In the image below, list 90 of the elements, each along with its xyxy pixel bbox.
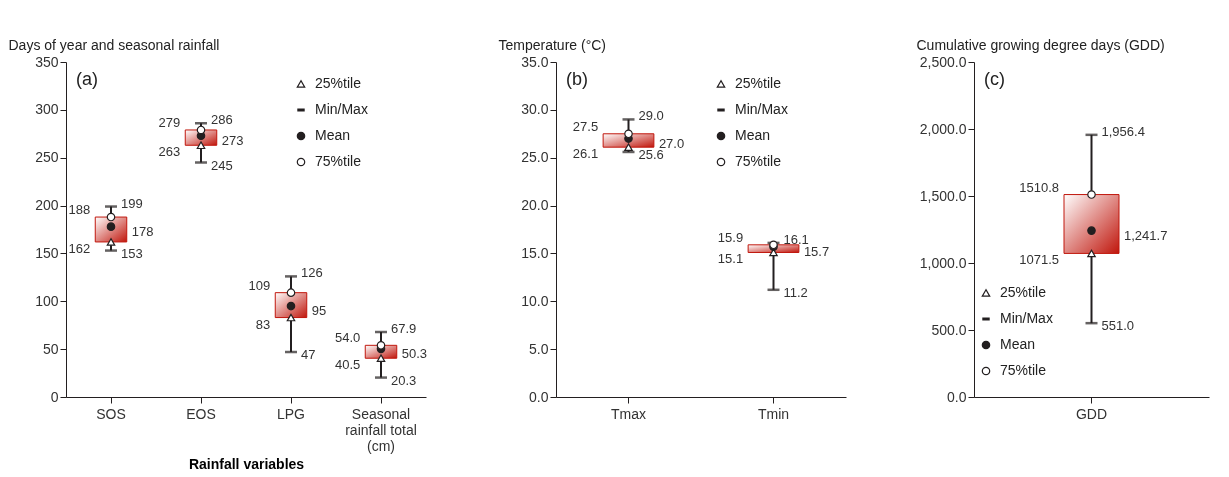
annotation: 245 [211,157,233,173]
annotation: 1,241.7 [1124,227,1168,243]
y-tick-label: 10.0 [521,292,549,309]
annotation: 279 [158,114,181,130]
annotation: 199 [121,195,143,211]
annotation: (b) [566,69,588,89]
y-tick-label: 150 [35,244,59,261]
legend-label: Min/Max [1000,310,1053,326]
annotation: 15.9 [717,229,744,245]
y-tick-label: 1,000.0 [919,254,967,271]
y-tick-label: 15.0 [521,244,549,261]
annotation: 188 [68,202,91,218]
y-tick-label: 50 [42,340,59,357]
point [286,313,296,322]
legend-label: Mean [315,127,351,143]
point [196,125,206,135]
annotation: (a) [76,69,98,89]
y-tick-label: 20.0 [521,197,549,214]
point [624,129,633,139]
point [376,341,386,350]
annotation: 263 [158,144,181,160]
y-tick-label: 25.0 [521,149,549,166]
x-tick-label: Tmax [611,405,646,422]
annotation: 153 [121,245,143,261]
annotation: 11.2 [783,284,808,300]
text: (c) [984,69,1005,89]
y-tick-label: 250 [35,149,59,166]
annotation: 286 [211,112,233,128]
annotation: 15.1 [717,251,744,267]
point [286,288,296,297]
annotation: 27.0 [658,135,685,151]
point [196,141,206,150]
point [106,238,116,246]
annotation: 26.1 [572,146,599,162]
annotation: 273 [221,132,244,148]
y-tick-label: 500.0 [931,321,967,338]
annotation: 95 [311,303,327,319]
annotation: 27.5 [572,118,599,134]
y-axis-title: Cumulative growing degree days (GDD) [916,36,1165,53]
annotation: 178 [131,223,154,239]
x-tick-label: GDD [1075,405,1108,422]
x-tick-label: LPG [276,405,306,422]
y-tick-label: 0.0 [529,388,549,405]
y-tick-label: 5.0 [529,340,549,357]
point [106,212,116,222]
annotation: 47 [301,347,316,363]
x-tick-label: SOS [96,405,126,422]
annotation: 551.0 [1101,318,1135,334]
legend-label: 25%tile [735,75,782,91]
x-tick-label: Seasonal rainfall total (cm) [345,405,417,454]
legend-label: Mean [1000,336,1036,352]
point [624,143,633,151]
annotation: 162 [68,240,91,256]
annotation: 67.9 [391,321,417,337]
y-tick-label: 100 [35,292,59,309]
y-tick-label: 0 [50,388,59,405]
legend-label: 75%tile [735,153,782,169]
annotation: 1071.5 [1019,252,1059,268]
y-tick-label: 30.0 [521,101,549,118]
x-axis-title: Rainfall variables [188,455,305,472]
y-tick-label: 35.0 [521,53,549,70]
annotation: 83 [255,316,271,332]
y-tick-label: 350 [35,53,59,70]
legend-label: 25%tile [315,75,362,91]
annotation: 109 [248,277,271,293]
annotation: 40.5 [334,357,361,373]
y-tick-label: 2,500.0 [919,53,967,70]
point [376,354,386,363]
annotation: 29.0 [638,108,664,124]
y-tick-label: 2,000.0 [919,120,967,137]
annotation: 54.0 [334,330,361,346]
legend-label: Mean [735,127,771,143]
annotation: 50.3 [401,345,428,361]
legend-label: Min/Max [735,101,788,117]
legend-label: Min/Max [315,101,368,117]
x-tick-label: Tmin [757,405,790,422]
legend-label: 75%tile [1000,362,1047,378]
annotation: 126 [301,265,323,281]
y-tick-label: 200 [35,197,59,214]
annotation: 20.3 [391,372,417,388]
x-tick-label: EOS [186,405,216,422]
annotation: 1,956.4 [1101,123,1145,139]
y-axis-title: Temperature (°C) [498,36,607,53]
y-tick-label: 1,500.0 [919,187,967,204]
y-tick-label: 300 [35,101,59,118]
y-axis-title: Days of year and seasonal rainfall [8,36,220,53]
legend-label: 75%tile [315,153,362,169]
y-tick-label: 0.0 [947,388,967,405]
legend-label: 25%tile [1000,284,1047,300]
annotation: 1510.8 [1019,179,1059,195]
